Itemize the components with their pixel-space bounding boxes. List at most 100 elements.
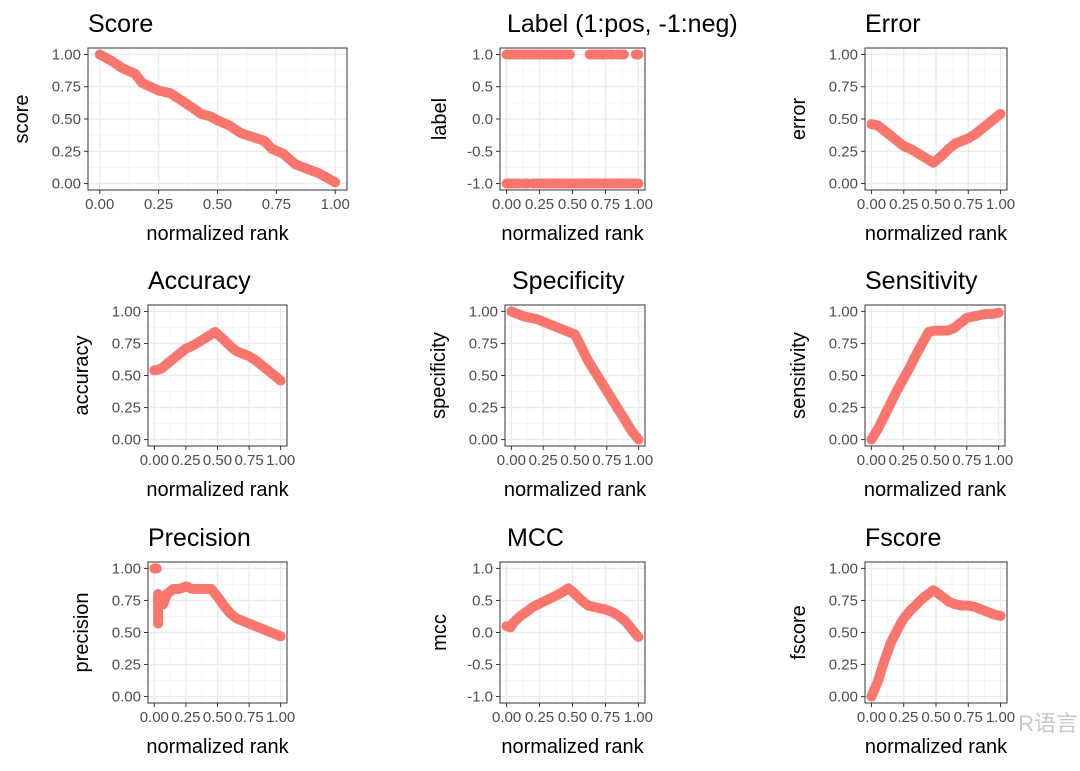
x-tick-label: 0.25 — [889, 196, 918, 213]
y-tick-label: 0.50 — [469, 368, 498, 385]
y-axis-title: precision — [71, 592, 93, 672]
panel-fscore: 0.00 0.25 0.50 0.75 1.000.000.250.500.751.00… — [788, 524, 1015, 758]
x-tick-label: 0.25 — [525, 709, 554, 726]
y-tick-label: 0.25 — [829, 143, 858, 160]
y-tick-label: 1.0 — [472, 46, 493, 63]
y-tick-label: 0.00 — [829, 176, 858, 193]
x-tick-label: 0.25 — [171, 452, 200, 469]
x-tick-label: 0.25 — [525, 196, 554, 213]
panel-accuracy: 0.00 0.25 0.50 0.75 1.000.000.250.500.751.00… — [71, 267, 295, 501]
x-tick-label: 0.75 — [954, 709, 983, 726]
x-tick-label: 0.00 — [497, 452, 526, 469]
y-axis-title: sensitivity — [788, 332, 810, 419]
panel-precision: 0.00 0.25 0.50 0.75 1.000.000.250.500.751.00… — [71, 524, 295, 758]
y-tick-label: 0.00 — [829, 432, 858, 449]
x-tick-label: 1.00 — [986, 196, 1015, 213]
x-axis-title: normalized rank — [501, 223, 644, 245]
y-axis-title: score — [11, 95, 33, 144]
data-point — [995, 108, 1006, 119]
x-tick-label: 0.25 — [171, 709, 200, 726]
y-tick-label: 0.00 — [469, 432, 498, 449]
x-tick-label: 0.50 — [203, 452, 232, 469]
y-tick-label: 0.25 — [112, 657, 141, 674]
y-tick-label: 0.00 — [829, 689, 858, 706]
x-axis-title: normalized rank — [146, 223, 289, 245]
x-tick-label: 0.75 — [234, 709, 263, 726]
x-tick-label: 0.00 — [140, 709, 169, 726]
data-point — [995, 610, 1006, 621]
x-axis-title: normalized rank — [146, 736, 289, 758]
data-point — [275, 375, 286, 386]
y-tick-label: 0.5 — [472, 79, 493, 96]
x-tick-label: 0.25 — [889, 709, 918, 726]
y-tick-label: 1.00 — [112, 303, 141, 320]
x-tick-label: 0.25 — [144, 196, 173, 213]
panel-title: Sensitivity — [865, 267, 978, 295]
x-axis-title: normalized rank — [864, 479, 1007, 501]
panel-mcc: 0.00 0.25 0.50 0.75 1.00 -1.0 -0.5 0.0 0.5 1.0 MCC… — [429, 524, 653, 758]
y-tick-label: 0.25 — [112, 400, 141, 417]
x-tick-label: 0.75 — [592, 452, 621, 469]
y-tick-label: 1.00 — [112, 560, 141, 577]
y-tick-label: 0.25 — [829, 400, 858, 417]
panel-title: Error — [865, 10, 921, 38]
x-axis-title: normalized rank — [501, 736, 644, 758]
y-tick-label: 1.00 — [52, 46, 81, 63]
panel-title: Specificity — [512, 267, 625, 295]
panel-title: Precision — [148, 524, 251, 552]
x-tick-label: 0.50 — [560, 452, 589, 469]
y-tick-label: 0.0 — [472, 625, 493, 642]
y-tick-label: 0.50 — [52, 111, 81, 128]
y-axis-title: error — [788, 98, 810, 141]
watermark: R语言 — [1018, 711, 1078, 736]
y-tick-label: 0.50 — [112, 625, 141, 642]
y-tick-label: -0.5 — [467, 657, 493, 674]
x-tick-label: 0.00 — [492, 709, 521, 726]
y-tick-label: 0.75 — [829, 79, 858, 96]
data-point — [618, 49, 629, 60]
x-tick-label: 0.75 — [954, 196, 983, 213]
data-point — [633, 178, 644, 189]
data-point — [275, 631, 286, 642]
x-tick-label: 0.50 — [920, 452, 949, 469]
y-tick-label: 0.25 — [52, 143, 81, 160]
x-tick-label: 0.50 — [921, 196, 950, 213]
data-point — [993, 307, 1004, 318]
x-tick-label: 0.50 — [203, 196, 232, 213]
x-tick-label: 1.00 — [624, 196, 653, 213]
panel-score: 0.00 0.25 0.50 0.75 1.00 0.00 0.25 0.50 0.75 1.00… — [11, 10, 350, 245]
x-tick-label: 0.75 — [262, 196, 291, 213]
x-tick-label: 0.50 — [558, 709, 587, 726]
y-axis-title: mcc — [429, 614, 451, 651]
y-tick-label: 0.75 — [112, 592, 141, 609]
x-tick-label: 1.00 — [266, 709, 295, 726]
data-point — [633, 49, 644, 60]
panel-title: MCC — [507, 524, 564, 552]
x-tick-label: 0.00 — [857, 196, 886, 213]
y-tick-label: 0.0 — [472, 111, 493, 128]
x-tick-label: 0.00 — [857, 709, 886, 726]
panel-label: 0.00 0.25 0.50 0.75 1.00 -1.0 -0.5 0.0 0.5 1.0 Lab… — [429, 10, 738, 245]
y-tick-label: 1.0 — [472, 560, 493, 577]
y-tick-label: 0.25 — [829, 657, 858, 674]
x-axis-title: normalized rank — [865, 736, 1008, 758]
panel-title: Fscore — [865, 524, 941, 552]
x-tick-label: 0.25 — [529, 452, 558, 469]
x-tick-label: 1.00 — [986, 709, 1015, 726]
y-tick-label: 0.75 — [469, 335, 498, 352]
y-tick-label: 0.25 — [469, 400, 498, 417]
y-tick-label: 0.75 — [52, 79, 81, 96]
x-tick-label: 0.00 — [140, 452, 169, 469]
y-tick-label: 1.00 — [829, 560, 858, 577]
panel-title: Accuracy — [148, 267, 251, 295]
y-tick-label: 0.5 — [472, 592, 493, 609]
x-axis-title: normalized rank — [146, 479, 289, 501]
x-tick-label: 1.00 — [266, 452, 295, 469]
y-tick-label: -1.0 — [467, 689, 493, 706]
x-tick-label: 0.75 — [591, 196, 620, 213]
x-tick-label: 0.50 — [921, 709, 950, 726]
y-tick-label: 1.00 — [829, 46, 858, 63]
data-point — [633, 434, 644, 445]
x-tick-label: 1.00 — [321, 196, 350, 213]
